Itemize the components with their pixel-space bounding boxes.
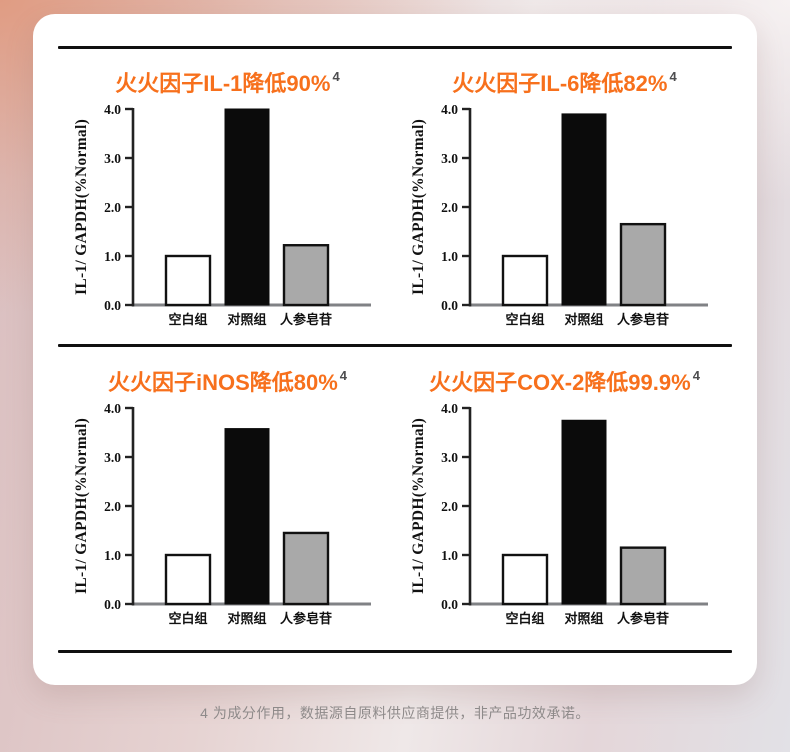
y-tick-label: 2.0	[104, 200, 121, 215]
chart-title-inos: 火火因子iNOS降低80% 4	[107, 365, 348, 397]
y-tick-label: 0.0	[104, 298, 121, 313]
charts-grid: 火火因子IL-1降低90% 4 0.0 1.0 2.0 3.0 4.0 IL-1/ GAPD…	[58, 49, 732, 647]
y-tick-label: 0.0	[104, 597, 121, 612]
charts-panel: 火火因子IL-1降低90% 4 0.0 1.0 2.0 3.0 4.0 IL-1/ GAPD…	[33, 14, 757, 685]
bar-人参皂苷	[619, 546, 666, 606]
bar-对照组	[224, 108, 269, 306]
chart-title-text: 火火因子IL-1降低90%	[115, 71, 331, 96]
chart-title-cox2: 火火因子COX-2降低99.9% 4	[429, 365, 700, 397]
y-tick-label: 0.0	[441, 298, 458, 313]
y-tick-label: 3.0	[104, 151, 121, 166]
x-category-label: 对照组	[564, 611, 603, 626]
y-tick-label: 2.0	[104, 499, 121, 514]
divider-top	[58, 46, 732, 49]
bar-人参皂苷	[282, 244, 329, 307]
x-category-label: 空白组	[168, 611, 207, 626]
chart-title-text: 火火因子iNOS降低80%	[107, 370, 338, 395]
x-category-label: 人参皂苷	[279, 611, 331, 626]
bar-对照组	[561, 113, 606, 306]
y-axis-label: IL-1/ GAPDH(%Normal)	[73, 119, 90, 295]
x-category-label: 空白组	[505, 312, 544, 327]
x-category-label: 人参皂苷	[279, 312, 331, 327]
y-axis-label: IL-1/ GAPDH(%Normal)	[73, 418, 90, 594]
bar-chart-svg: 0.0 1.0 2.0 3.0 4.0 IL-1/ GAPDH(%Normal) 空白组 对照…	[73, 102, 371, 327]
y-axis-label: IL-1/ GAPDH(%Normal)	[410, 119, 427, 295]
y-tick-label: 1.0	[441, 249, 458, 264]
y-tick-label: 1.0	[104, 249, 121, 264]
footnote: 4 为成分作用，数据源自原料供应商提供，非产品功效承诺。	[200, 705, 590, 721]
bar-chart-il6: 0.0 1.0 2.0 3.0 4.0 IL-1/ GAPDH(%Normal) 空白组 对照…	[406, 100, 722, 345]
x-category-label: 空白组	[168, 312, 207, 327]
x-category-label: 人参皂苷	[616, 312, 668, 327]
chart-title-superscript: 4	[669, 68, 677, 84]
bar-chart-cox2: 0.0 1.0 2.0 3.0 4.0 IL-1/ GAPDH(%Normal) 空白组 对照…	[406, 399, 722, 644]
chart-cell-il6: 火火因子IL-6降低82% 4 0.0 1.0 2.0 3.0 4.0 IL-1/ GAPD…	[395, 49, 732, 348]
y-tick-label: 4.0	[441, 401, 458, 416]
chart-title-il1: 火火因子IL-1降低90% 4	[115, 66, 340, 98]
y-axis-label: IL-1/ GAPDH(%Normal)	[410, 418, 427, 594]
x-category-label: 对照组	[564, 312, 603, 327]
bar-人参皂苷	[619, 222, 666, 307]
bar-空白组	[501, 254, 548, 307]
bar-空白组	[501, 553, 548, 606]
y-tick-label: 1.0	[441, 548, 458, 563]
divider-bottom	[58, 650, 732, 653]
chart-cell-il1: 火火因子IL-1降低90% 4 0.0 1.0 2.0 3.0 4.0 IL-1/ GAPD…	[58, 49, 395, 348]
y-tick-label: 3.0	[441, 450, 458, 465]
x-category-label: 人参皂苷	[616, 611, 668, 626]
divider-middle	[58, 344, 732, 347]
bar-对照组	[561, 419, 606, 605]
chart-title-superscript: 4	[339, 367, 348, 383]
x-category-label: 空白组	[505, 611, 544, 626]
chart-title-superscript: 4	[332, 68, 340, 84]
bar-chart-svg: 0.0 1.0 2.0 3.0 4.0 IL-1/ GAPDH(%Normal) 空白组 对照…	[73, 401, 371, 626]
bar-空白组	[164, 553, 211, 606]
bar-chart-il1: 0.0 1.0 2.0 3.0 4.0 IL-1/ GAPDH(%Normal) 空白组 对照…	[69, 100, 385, 345]
y-tick-label: 1.0	[104, 548, 121, 563]
y-tick-label: 4.0	[441, 102, 458, 117]
chart-cell-inos: 火火因子iNOS降低80% 4 0.0 1.0 2.0 3.0 4.0 IL-1/ GAPD…	[58, 348, 395, 647]
y-tick-label: 4.0	[104, 102, 121, 117]
x-category-label: 对照组	[227, 312, 266, 327]
y-tick-label: 2.0	[441, 499, 458, 514]
chart-title-text: 火火因子IL-6降低82%	[452, 71, 668, 96]
chart-cell-cox2: 火火因子COX-2降低99.9% 4 0.0 1.0 2.0 3.0 4.0 IL-1/ G…	[395, 348, 732, 647]
chart-title-il6: 火火因子IL-6降低82% 4	[452, 66, 677, 98]
chart-title-text: 火火因子COX-2降低99.9%	[429, 370, 691, 395]
bar-chart-inos: 0.0 1.0 2.0 3.0 4.0 IL-1/ GAPDH(%Normal) 空白组 对照…	[69, 399, 385, 644]
x-category-label: 对照组	[227, 611, 266, 626]
y-tick-label: 0.0	[441, 597, 458, 612]
bar-chart-svg: 0.0 1.0 2.0 3.0 4.0 IL-1/ GAPDH(%Normal) 空白组 对照…	[410, 102, 708, 327]
bar-人参皂苷	[282, 531, 329, 606]
y-tick-label: 4.0	[104, 401, 121, 416]
y-tick-label: 3.0	[441, 151, 458, 166]
bar-chart-svg: 0.0 1.0 2.0 3.0 4.0 IL-1/ GAPDH(%Normal) 空白组 对照…	[410, 401, 708, 626]
y-tick-label: 3.0	[104, 450, 121, 465]
y-tick-label: 2.0	[441, 200, 458, 215]
bar-对照组	[224, 428, 269, 605]
bar-空白组	[164, 254, 211, 307]
chart-title-superscript: 4	[692, 367, 700, 383]
